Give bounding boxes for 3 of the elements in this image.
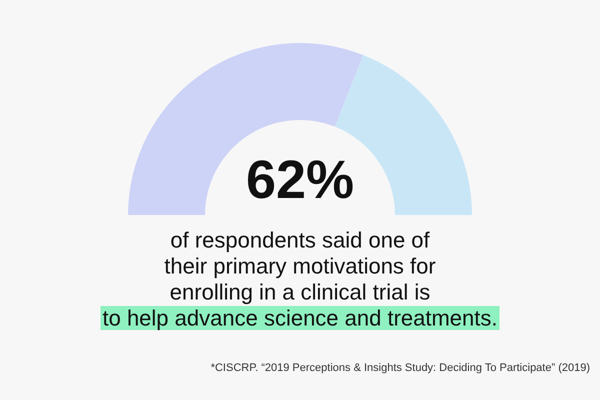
text: *CISCRP. “2019 Perceptions & Insights Study: Deciding To Participate” (2019) [210, 362, 590, 374]
text: of respondents said one of their primary motivations for enrolling in a clinical trial is to help advance science and treatments. [102, 228, 498, 330]
data-label: 62% [246, 150, 354, 210]
